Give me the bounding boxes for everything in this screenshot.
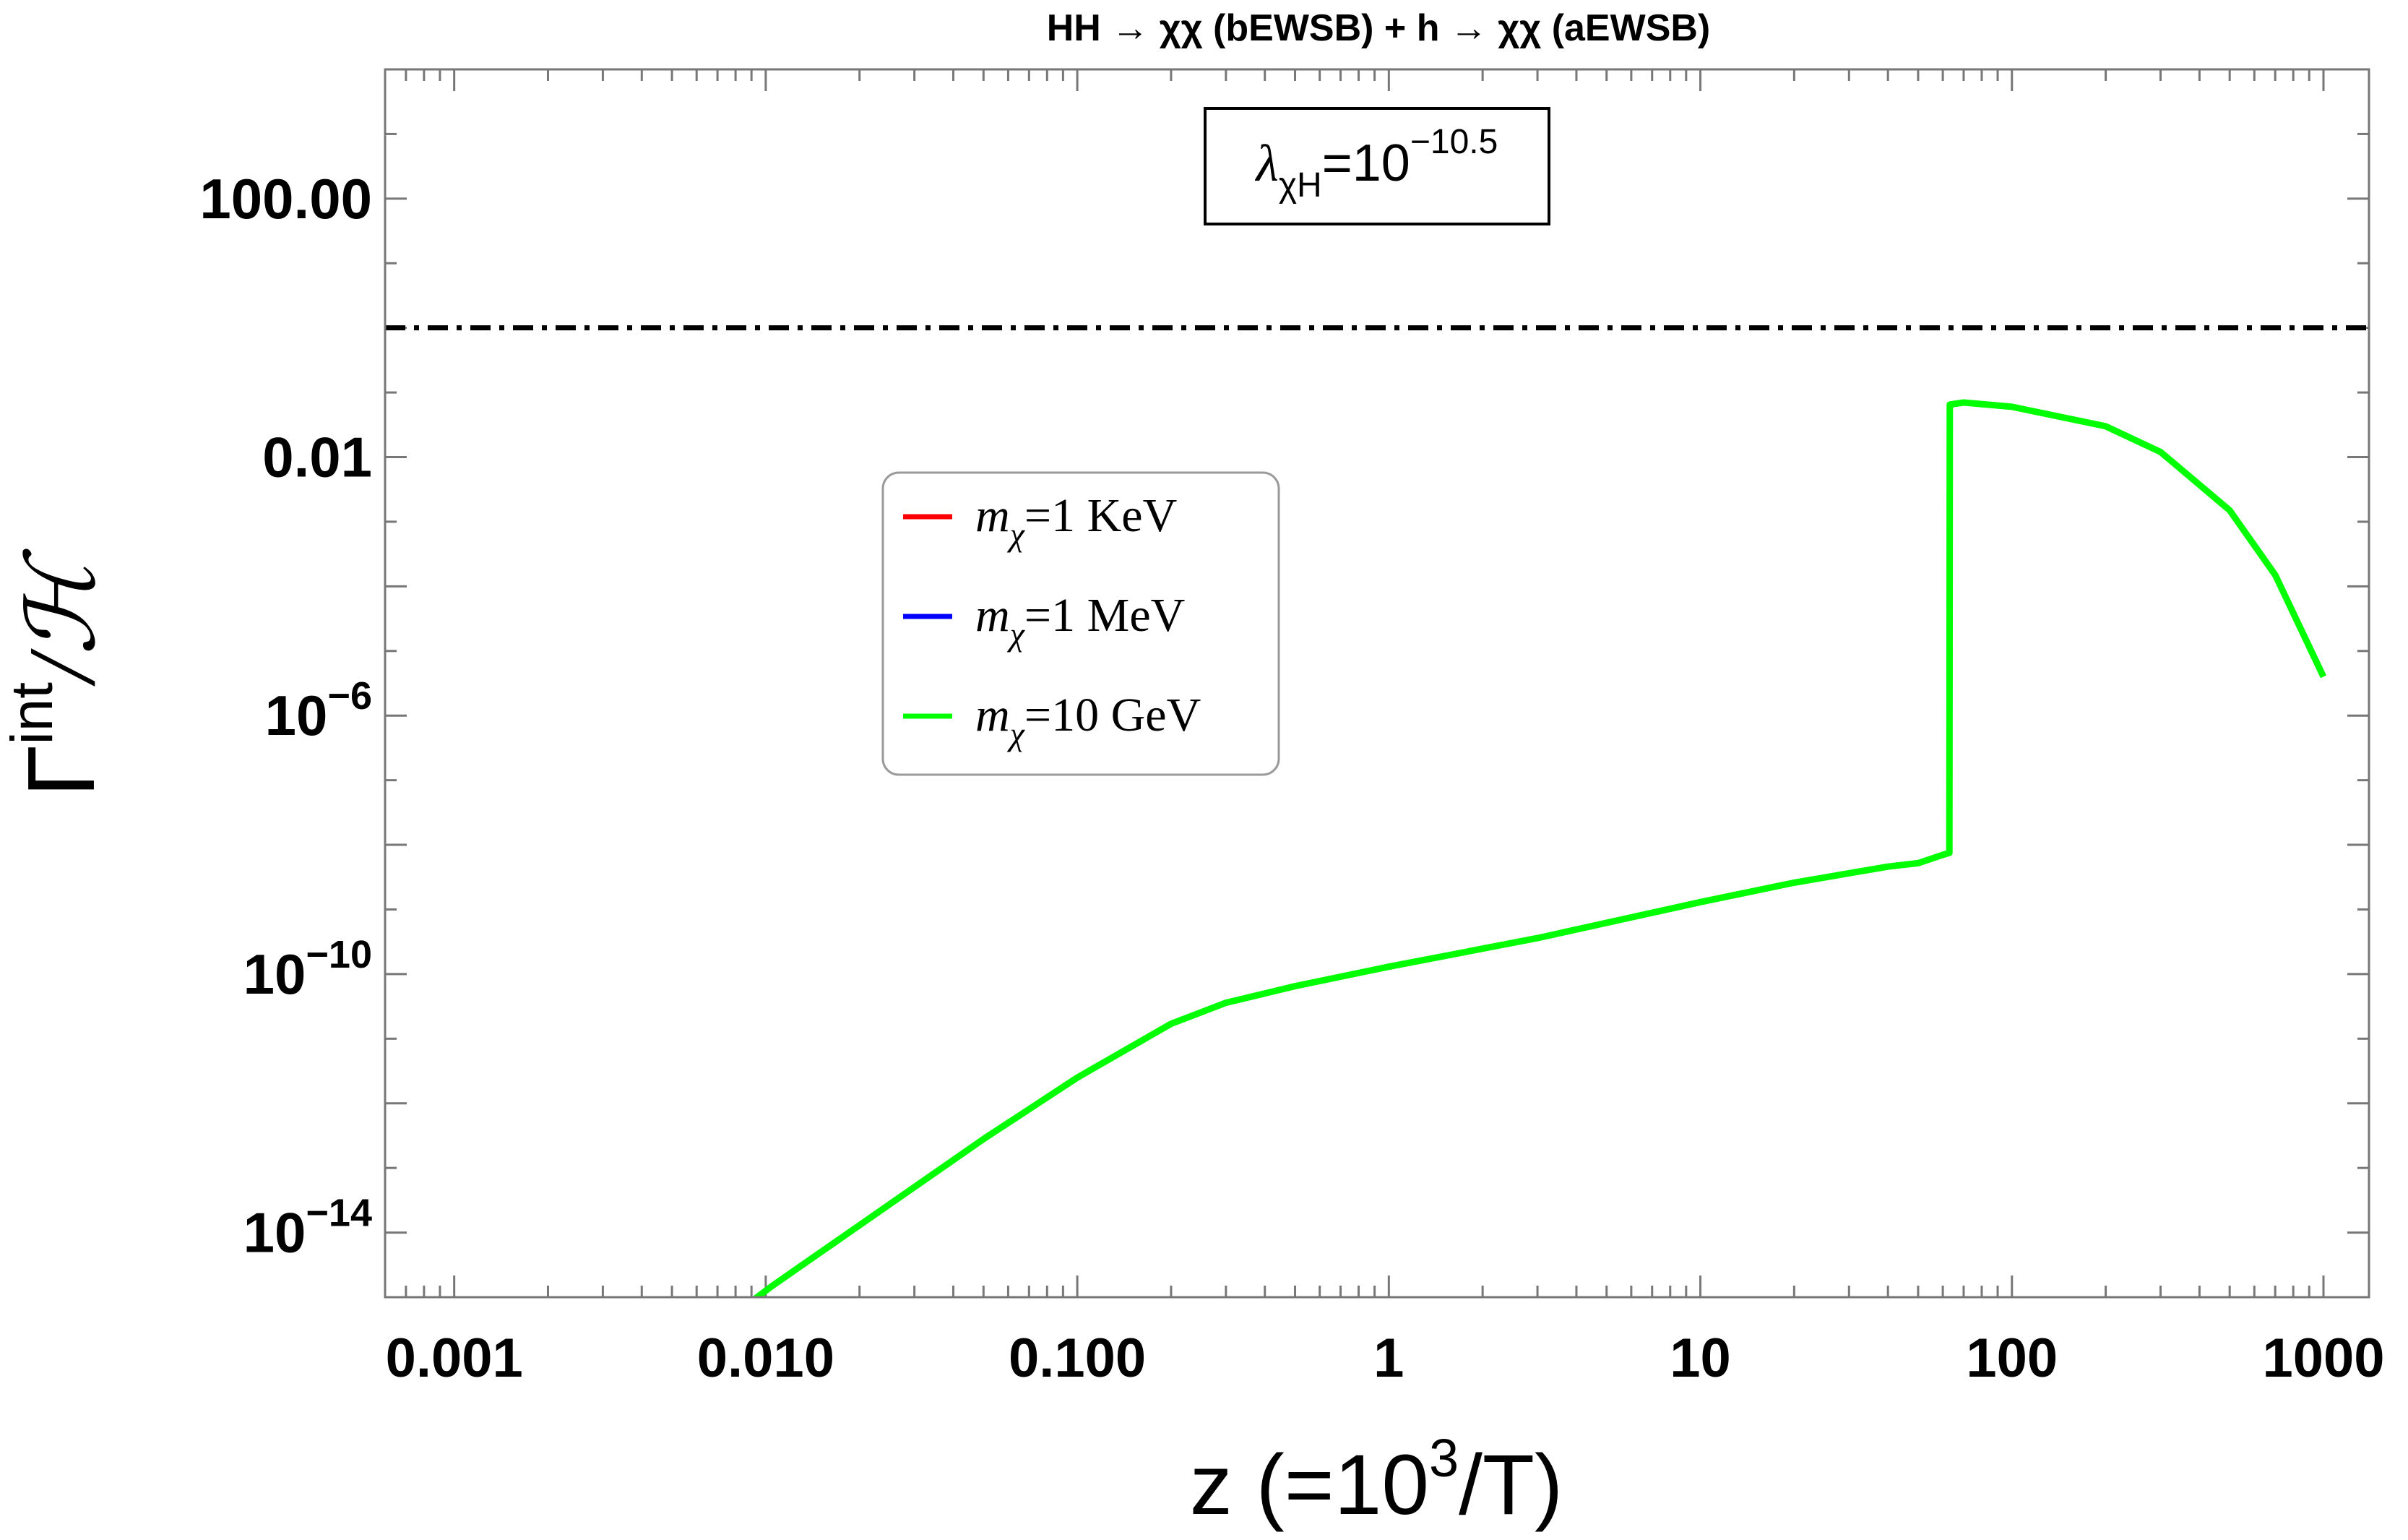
annotation-equals: =10 [1322, 134, 1410, 192]
annotation-lambda: λ [1255, 134, 1279, 192]
x-tick-label: 1 [1373, 1328, 1404, 1389]
tick-marks [384, 68, 2369, 1299]
legend-label: mχ=10 GeV [975, 689, 1201, 752]
x-tick-labels: 0.001 0.010 0.100 1 10 100 1000 [386, 1328, 2385, 1389]
annotation-subscript: χH [1279, 166, 1322, 205]
x-tick-label: 10 [1670, 1328, 1731, 1389]
y-axis-label: Γint/ℋ [0, 548, 115, 797]
x-tick-label: 0.100 [1009, 1328, 1146, 1389]
annotation-exponent: −10.5 [1410, 123, 1498, 161]
y-tick-label: 10−10 [243, 933, 372, 1006]
x-tick-label: 0.001 [386, 1328, 523, 1389]
x-tick-label: 1000 [2262, 1328, 2384, 1389]
y-axis-label-tail: /ℋ [9, 548, 115, 687]
y-axis-label-superscript: int [0, 682, 65, 745]
x-axis-label-exponent: 3 [1429, 1428, 1459, 1488]
x-axis-label: z (=103/T) [1190, 1428, 1563, 1533]
annotation-box: λχH=10−10.5 [1204, 107, 1550, 225]
y-axis-label-main: Γ [8, 745, 114, 798]
y-tick-label: 0.01 [262, 426, 372, 489]
x-tick-label: 0.010 [697, 1328, 834, 1389]
y-tick-labels: 10−14 10−10 10−6 0.01 100.00 [199, 167, 372, 1265]
series-line-10-gev [751, 399, 2327, 1297]
y-tick-label: 10−14 [243, 1192, 372, 1265]
legend-label: mχ=1 KeV [975, 489, 1177, 553]
x-axis-label-main: z (=10 [1190, 1437, 1429, 1533]
x-axis-label-tail: /T) [1459, 1437, 1563, 1533]
y-tick-label: 10−6 [265, 674, 372, 747]
x-tick-label: 100 [1966, 1328, 2058, 1389]
chart-title: HH → χχ (bEWSB) + h → χχ (aEWSB) [1047, 7, 1711, 49]
svg-text:λχH=10−10.5: λχH=10−10.5 [1255, 123, 1498, 205]
y-tick-label: 100.00 [199, 167, 372, 231]
plot-frame [384, 68, 2370, 1299]
legend: mχ=1 KeV mχ=1 MeV mχ=10 GeV [881, 471, 1280, 776]
legend-label: mχ=1 MeV [975, 589, 1185, 653]
